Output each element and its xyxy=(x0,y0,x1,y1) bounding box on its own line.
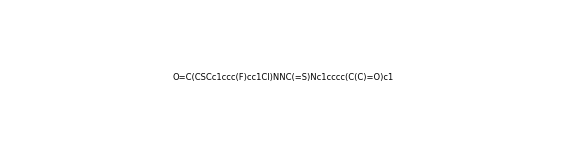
Text: O=C(CSCc1ccc(F)cc1Cl)NNC(=S)Nc1cccc(C(C)=O)c1: O=C(CSCc1ccc(F)cc1Cl)NNC(=S)Nc1cccc(C(C)… xyxy=(173,73,393,81)
